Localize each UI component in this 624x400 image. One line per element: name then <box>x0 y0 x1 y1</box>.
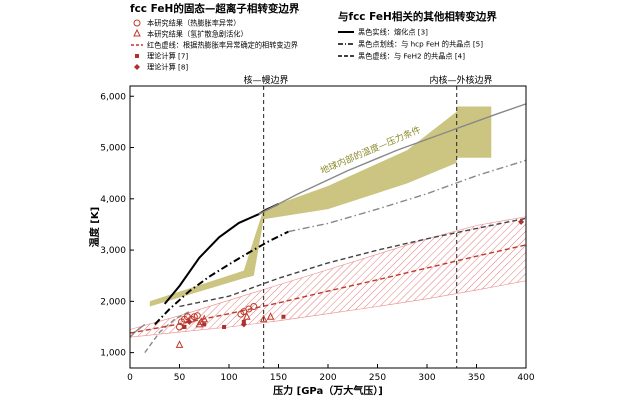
point-theory7-0 <box>182 324 187 329</box>
point-theory8-2 <box>518 218 525 225</box>
point-theory7-1 <box>202 322 207 327</box>
legend-marker-circle <box>133 19 141 27</box>
y-tick-label-5: 6,000 <box>100 92 126 102</box>
series-line-5 <box>258 103 527 215</box>
point-triangle-5 <box>259 314 268 323</box>
y-tick-label-4: 5,000 <box>100 144 126 154</box>
legend-item-red-dash: 红色虚线：根据热膨胀率异常确定的相转变边界 <box>147 41 298 50</box>
x-tick-label-6: 300 <box>418 373 435 383</box>
inner-outer-label: 内核—外核边界 <box>429 74 492 86</box>
point-triangle-3 <box>200 314 209 323</box>
legend-marker-square <box>135 54 139 58</box>
legend-item-hcp: 黑色点划线：与 hcp FeH 的共晶点 [5] <box>358 40 483 49</box>
legend-item-theory7: 理论计算 [7] <box>147 52 188 61</box>
point-theory8-1 <box>240 321 247 328</box>
x-axis-label: 压力 [GPa（万大气压）] <box>273 384 383 397</box>
x-tick-label-5: 250 <box>369 373 386 383</box>
geotherm-band <box>149 106 492 307</box>
y-tick-label-0: 1,000 <box>100 349 126 359</box>
series-line-1 <box>154 230 289 326</box>
x-tick-label-1: 50 <box>174 373 186 383</box>
x-tick-label-4: 200 <box>319 373 336 383</box>
y-axis-label: 温度 [K] <box>88 207 101 247</box>
x-tick-label-3: 150 <box>270 373 287 383</box>
legend-item-theory8: 理论计算 [8] <box>147 63 188 72</box>
point-triangle-0 <box>175 340 184 348</box>
series-line-3 <box>179 217 527 308</box>
x-tick-label-0: 0 <box>127 373 133 383</box>
series-line-7 <box>129 244 527 334</box>
plot-frame <box>129 85 527 369</box>
point-circle-10 <box>250 302 258 310</box>
legend-item-triangle: 本研究结果（氢扩散急剧活化） <box>147 30 248 39</box>
point-theory8-0 <box>186 318 193 325</box>
legend-left: 本研究结果（热膨胀率异常） 本研究结果（氢扩散急剧活化） 红色虚线：根据热膨胀率… <box>131 19 298 72</box>
legend-right: 黑色实线：熔化点 [3] 黑色点划线：与 hcp FeH 的共晶点 [5] 黑色… <box>338 28 483 61</box>
point-theory7-2 <box>222 324 227 329</box>
point-circle-6 <box>193 312 201 320</box>
core-mantle-label: 核—幔边界 <box>243 74 288 86</box>
legend-left-title: fcc FeH的固态—超离子相转变边界 <box>130 2 300 15</box>
legend-item-circle: 本研究结果（热膨胀率异常） <box>147 19 240 28</box>
legend-marker-triangle <box>133 28 141 37</box>
point-triangle-6 <box>266 312 275 320</box>
x-tick-label-2: 100 <box>220 373 237 383</box>
series-line-4 <box>144 310 190 354</box>
point-theory7-4 <box>281 314 286 319</box>
point-triangle-4 <box>243 312 251 320</box>
series-line-6 <box>129 323 146 338</box>
legend-marker-diamond <box>134 64 140 70</box>
legend-item-feh2: 黑色虚线：与 FeH2 的共晶点 [4] <box>358 52 465 61</box>
legend-right-title: 与fcc FeH相关的其他相转变边界 <box>338 10 497 23</box>
plot-area: 0 50 100 150 200 250 300 350 400 1,000 2,000 3,000 4… <box>100 86 535 383</box>
point-circle-5 <box>190 313 198 321</box>
series-line-2 <box>288 159 527 233</box>
legend-item-melting: 黑色实线：熔化点 [3] <box>358 28 428 37</box>
y-tick-label-1: 2,000 <box>100 297 126 307</box>
y-tick-label-2: 3,000 <box>100 246 126 256</box>
x-tick-label-8: 400 <box>517 373 534 383</box>
x-tick-label-7: 350 <box>468 373 485 383</box>
y-tick-label-3: 4,000 <box>100 195 126 205</box>
